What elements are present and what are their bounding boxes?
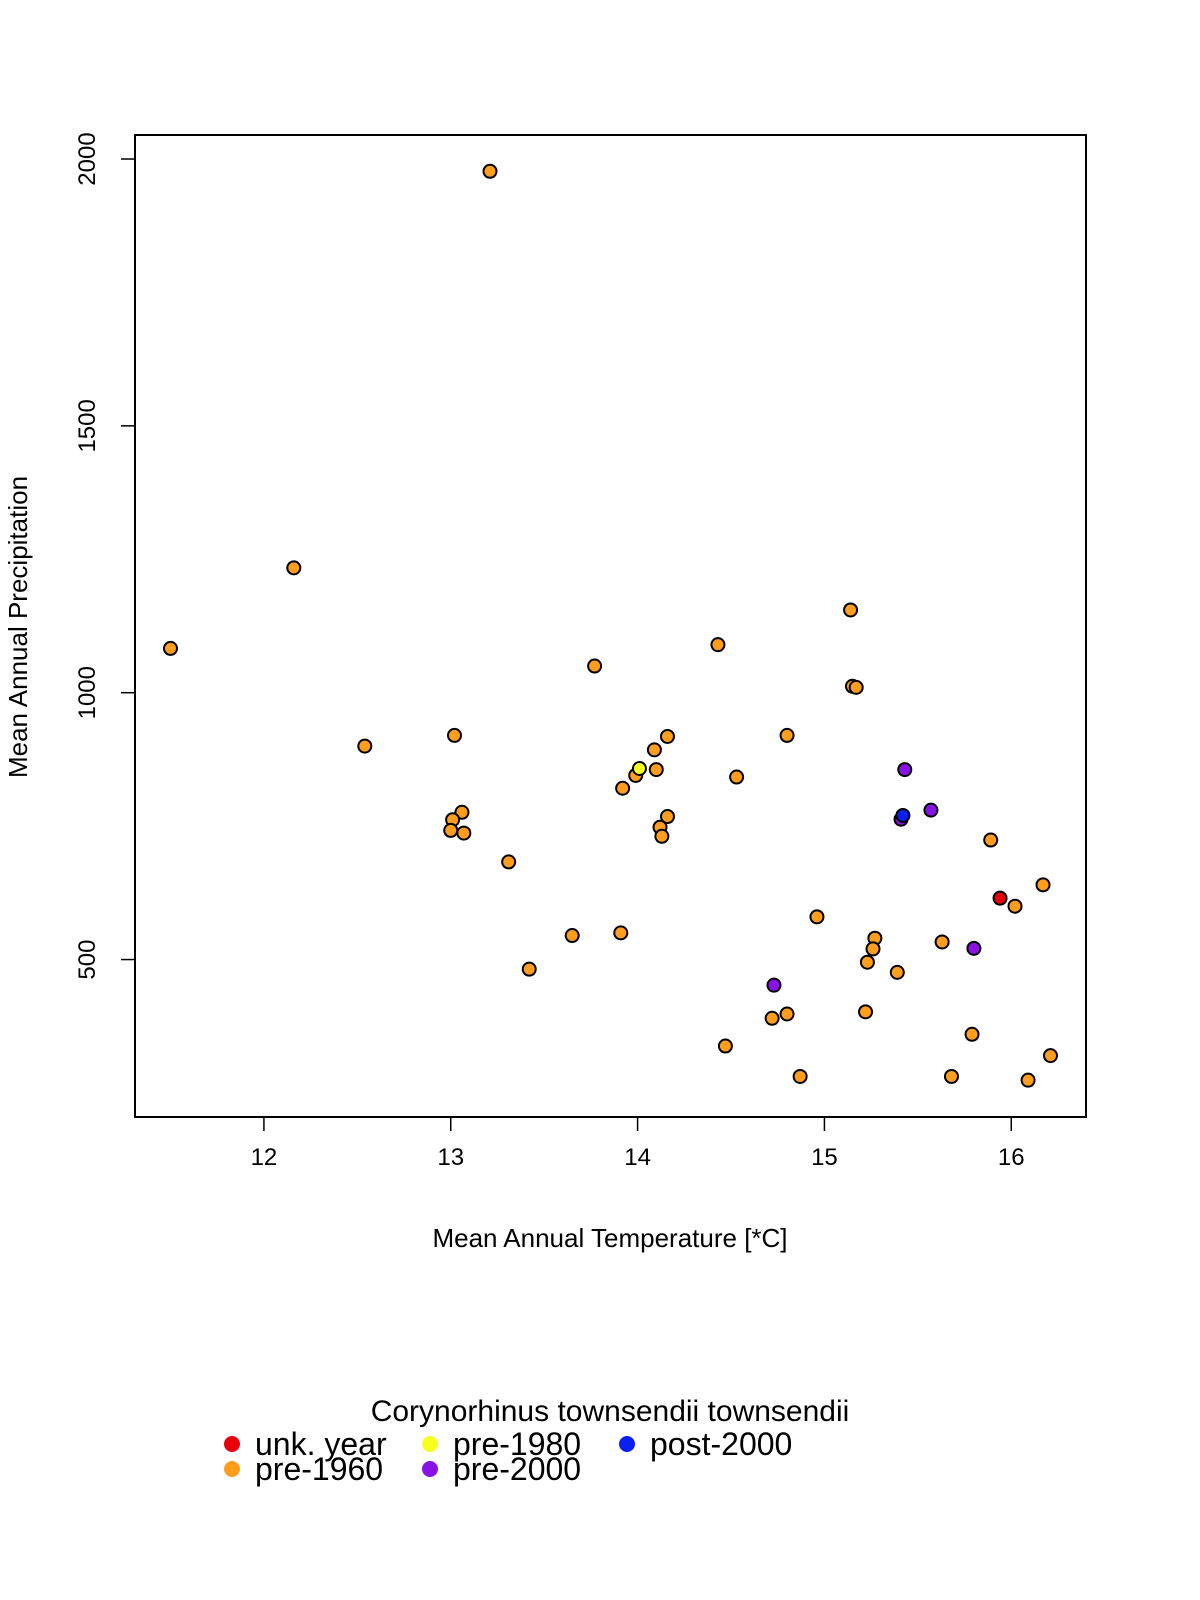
point-pre-1960 (615, 780, 631, 796)
point-pre-1960 (648, 762, 664, 778)
legend-label-pre-1980: pre-1980 (453, 1426, 581, 1462)
point-pre-1960 (1043, 1048, 1059, 1064)
point-pre-1960 (848, 679, 864, 695)
point-pre-1960 (501, 854, 517, 870)
point-pre-1960 (646, 742, 662, 758)
y-axis: 500 1000 1500 2000 (74, 132, 136, 980)
point-pre-1960 (934, 934, 950, 950)
x-axis: 12 13 14 15 16 (251, 1116, 1025, 1171)
point-pre-1960 (564, 928, 580, 944)
x-tick-label: 16 (998, 1144, 1025, 1171)
legend-marker-post-2000 (619, 1436, 635, 1452)
point-pre-1960 (943, 1068, 959, 1084)
point-pre-1960 (456, 825, 472, 841)
legend-marker-pre-1980 (422, 1436, 438, 1452)
x-tick-label: 15 (811, 1144, 838, 1171)
x-axis-label: Mean Annual Temperature [*C] (432, 1223, 787, 1253)
point-pre-1960 (357, 738, 373, 754)
point-pre-1960 (983, 832, 999, 848)
point-pre-1960 (858, 1004, 874, 1020)
points-layer (162, 163, 1059, 1088)
legend-label-pre-1960: pre-1960 (255, 1451, 383, 1487)
point-pre-1960 (729, 769, 745, 785)
x-tick-label: 14 (624, 1144, 651, 1171)
point-pre-1960 (710, 637, 726, 653)
point-pre-1960 (521, 961, 537, 977)
y-axis-label: Mean Annual Precipitation (3, 476, 33, 778)
legend-marker-pre-2000 (422, 1461, 438, 1477)
y-tick-label: 2000 (74, 132, 101, 185)
legend-marker-pre-1960 (224, 1461, 240, 1477)
point-pre-1960 (654, 828, 670, 844)
point-pre-1960 (162, 640, 178, 656)
legend-title: Corynorhinus townsendii townsendii (371, 1395, 850, 1428)
y-tick-label: 1000 (74, 666, 101, 719)
point-pre-1960 (587, 658, 603, 674)
point-pre-2000 (766, 977, 782, 993)
legend-label-unk-year: unk. year (255, 1426, 387, 1462)
point-pre-1960 (964, 1026, 980, 1042)
point-pre-1960 (286, 560, 302, 576)
point-pre-1960 (659, 728, 675, 744)
point-pre-1960 (482, 163, 498, 179)
point-pre-1960 (1007, 898, 1023, 914)
point-pre-1960 (779, 727, 795, 743)
legend-label-post-2000: post-2000 (650, 1426, 792, 1462)
y-tick-label: 1500 (74, 399, 101, 452)
point-pre-1960 (717, 1038, 733, 1054)
point-unk-year (992, 890, 1008, 906)
legend-marker-unk-year (224, 1436, 240, 1452)
point-pre-1960 (865, 941, 881, 957)
point-post-2000 (895, 807, 911, 823)
point-pre-2000 (897, 762, 913, 778)
point-pre-1960 (446, 727, 462, 743)
plot-frame (134, 134, 1087, 1118)
point-pre-1960 (613, 925, 629, 941)
y-tick-label: 500 (74, 940, 101, 980)
point-pre-2000 (923, 802, 939, 818)
point-pre-1960 (859, 954, 875, 970)
point-pre-1960 (889, 964, 905, 980)
point-pre-1980 (631, 760, 647, 776)
point-pre-1960 (809, 909, 825, 925)
point-pre-1960 (659, 809, 675, 825)
point-pre-1960 (779, 1006, 795, 1022)
x-tick-label: 12 (251, 1144, 278, 1171)
point-pre-1960 (1020, 1072, 1036, 1088)
x-tick-label: 13 (437, 1144, 464, 1171)
point-pre-1960 (1035, 877, 1051, 893)
legend-label-pre-2000: pre-2000 (453, 1451, 581, 1487)
point-pre-2000 (966, 940, 982, 956)
point-pre-1960 (843, 602, 859, 618)
point-pre-1960 (792, 1068, 808, 1084)
point-pre-1960 (764, 1010, 780, 1026)
point-pre-1960 (443, 822, 459, 838)
